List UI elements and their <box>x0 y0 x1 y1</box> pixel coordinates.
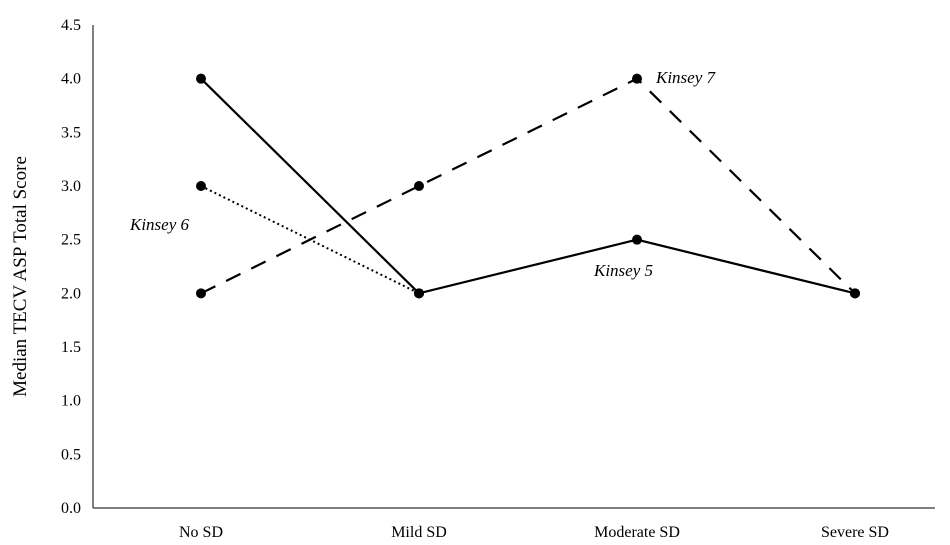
data-point-kinsey-7 <box>414 181 424 191</box>
y-tick-label: 2.5 <box>61 232 81 249</box>
series-points <box>196 73 860 299</box>
series-line-kinsey-7 <box>200 77 856 295</box>
y-tick-label: 3.0 <box>61 178 81 195</box>
data-point-kinsey-5 <box>196 73 206 84</box>
data-point-kinsey-7 <box>632 73 642 84</box>
x-tick-label: Severe SD <box>821 524 889 541</box>
data-point-kinsey-7 <box>850 288 860 299</box>
series-line-kinsey-5 <box>200 77 856 295</box>
series-label-kinsey-6: Kinsey 6 <box>129 215 190 234</box>
y-tick-label: 0.5 <box>61 446 81 463</box>
data-point-kinsey-6 <box>414 288 424 299</box>
x-tick-label: Moderate SD <box>594 524 680 541</box>
y-tick-label: 3.5 <box>61 124 81 141</box>
series-lines <box>200 77 856 295</box>
y-tick-label: 4.0 <box>61 71 81 88</box>
y-tick-label: 1.0 <box>61 393 81 410</box>
series-label-kinsey-5: Kinsey 5 <box>593 261 653 280</box>
data-point-kinsey-7 <box>196 288 206 299</box>
y-tick-label: 1.5 <box>61 339 81 356</box>
x-tick-label: Mild SD <box>391 524 447 541</box>
x-axis-ticks: No SD Mild SD Moderate SD Severe SD <box>179 524 889 541</box>
y-tick-label: 2.0 <box>61 285 81 302</box>
data-point-kinsey-6 <box>196 181 206 191</box>
y-tick-label: 0.0 <box>61 500 81 517</box>
y-axis-title: Median TECV ASP Total Score <box>10 156 31 397</box>
y-tick-label: 4.5 <box>61 17 81 34</box>
data-point-kinsey-5 <box>632 234 642 245</box>
series-label-kinsey-7: Kinsey 7 <box>655 68 717 87</box>
x-tick-label: No SD <box>179 524 223 541</box>
y-axis-ticks: 0.0 0.5 1.0 1.5 2.0 2.5 3.0 3.5 4.0 4.5 <box>61 17 81 517</box>
